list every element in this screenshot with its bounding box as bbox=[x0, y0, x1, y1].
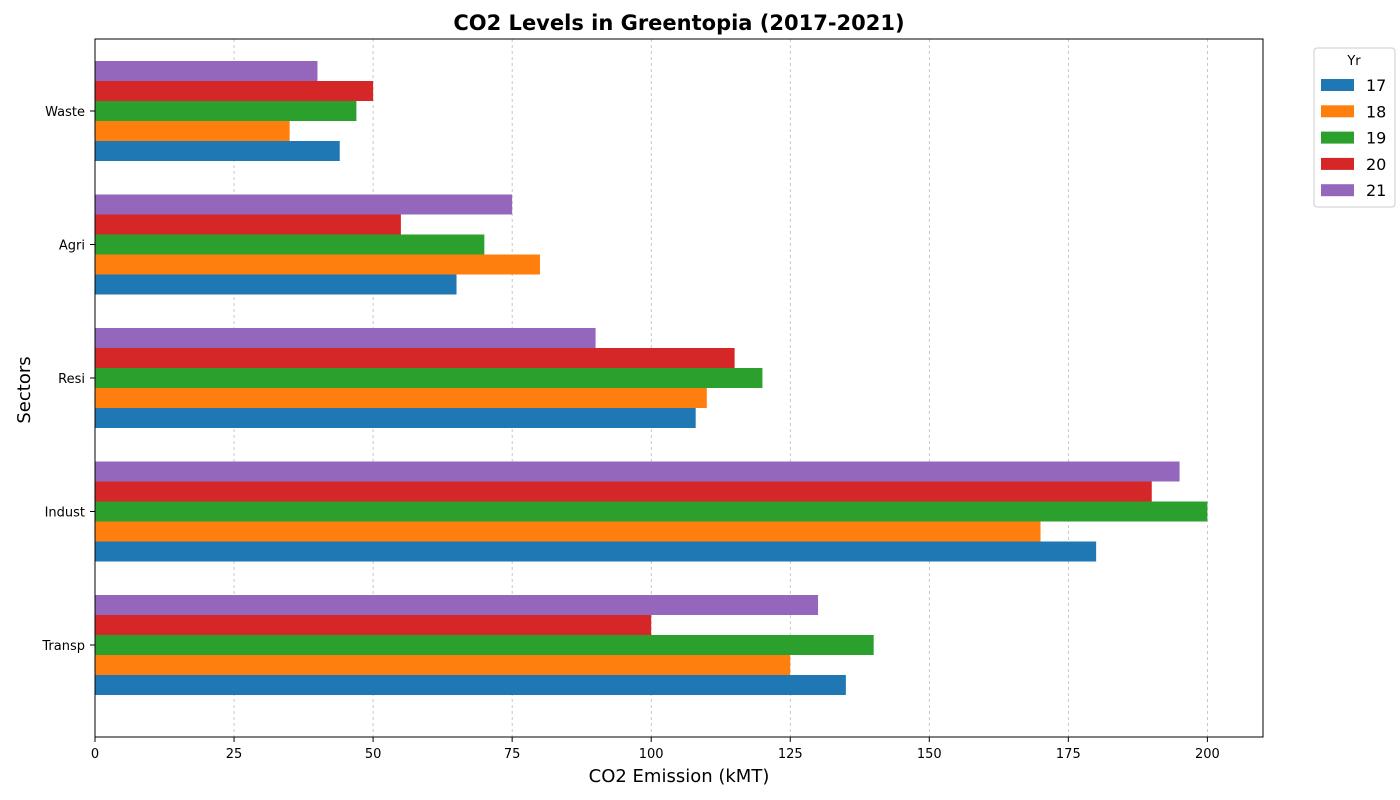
legend-label: 21 bbox=[1366, 181, 1386, 200]
legend-swatch bbox=[1321, 184, 1354, 197]
legend-label: 19 bbox=[1366, 129, 1386, 148]
bar-agri-21 bbox=[95, 194, 513, 215]
bar-waste-19 bbox=[95, 101, 357, 121]
bar-transp-17 bbox=[95, 675, 846, 695]
bar-indust-21 bbox=[95, 461, 1180, 482]
y-tick-label: Resi bbox=[58, 372, 85, 387]
bar-agri-20 bbox=[95, 214, 401, 235]
legend: Yr 17 18 19 20 21 bbox=[1313, 47, 1396, 208]
x-tick-label: 75 bbox=[504, 747, 521, 762]
x-axis-label: CO2 Emission (kMT) bbox=[589, 766, 770, 787]
bar-transp-18 bbox=[95, 655, 791, 675]
legend-label: 17 bbox=[1366, 76, 1386, 95]
bar-transp-20 bbox=[95, 615, 652, 635]
legend-title: Yr bbox=[1346, 54, 1361, 69]
bar-agri-18 bbox=[95, 254, 540, 275]
legend-label: 20 bbox=[1366, 155, 1386, 174]
legend-swatch bbox=[1321, 105, 1354, 118]
bars bbox=[95, 61, 1208, 695]
bar-indust-18 bbox=[95, 521, 1041, 542]
bar-resi-20 bbox=[95, 348, 735, 368]
legend-swatch bbox=[1321, 79, 1354, 91]
x-tick-label: 125 bbox=[778, 747, 803, 762]
x-axis: 0 25 50 75 100 125 150 175 200 bbox=[91, 737, 1220, 762]
chart-title: CO2 Levels in Greentopia (2017-2021) bbox=[453, 11, 904, 35]
bar-indust-17 bbox=[95, 541, 1097, 562]
bar-waste-17 bbox=[95, 141, 340, 161]
bar-transp-19 bbox=[95, 635, 874, 655]
x-tick-label: 200 bbox=[1195, 747, 1220, 762]
x-tick-label: 175 bbox=[1056, 747, 1081, 762]
bar-agri-17 bbox=[95, 274, 457, 295]
x-tick-label: 0 bbox=[91, 747, 99, 762]
bar-transp-21 bbox=[95, 595, 819, 615]
bar-indust-19 bbox=[95, 501, 1208, 522]
y-tick-label: Waste bbox=[45, 105, 85, 120]
bar-waste-20 bbox=[95, 81, 374, 101]
bar-indust-20 bbox=[95, 481, 1152, 502]
y-tick-label: Agri bbox=[59, 239, 85, 254]
x-tick-label: 50 bbox=[365, 747, 382, 762]
y-tick-label: Indust bbox=[45, 506, 85, 521]
y-axis: Transp Indust Resi Agri Waste bbox=[41, 105, 95, 654]
bar-waste-21 bbox=[95, 61, 318, 81]
plot-frame bbox=[94, 38, 1264, 738]
legend-swatch bbox=[1321, 157, 1354, 170]
bar-resi-19 bbox=[95, 368, 763, 388]
y-tick-label: Transp bbox=[41, 639, 85, 654]
y-axis-label: Sectors bbox=[14, 356, 35, 423]
bar-waste-18 bbox=[95, 121, 290, 141]
legend-items: 17 18 19 20 21 bbox=[1321, 76, 1386, 200]
x-tick-label: 25 bbox=[226, 747, 243, 762]
bar-resi-21 bbox=[95, 328, 596, 348]
bar-agri-19 bbox=[95, 234, 485, 255]
legend-label: 18 bbox=[1366, 102, 1386, 121]
legend-swatch bbox=[1321, 131, 1354, 144]
bar-resi-17 bbox=[95, 408, 696, 428]
x-tick-label: 100 bbox=[639, 747, 664, 762]
bar-resi-18 bbox=[95, 388, 707, 408]
x-tick-label: 150 bbox=[917, 747, 942, 762]
